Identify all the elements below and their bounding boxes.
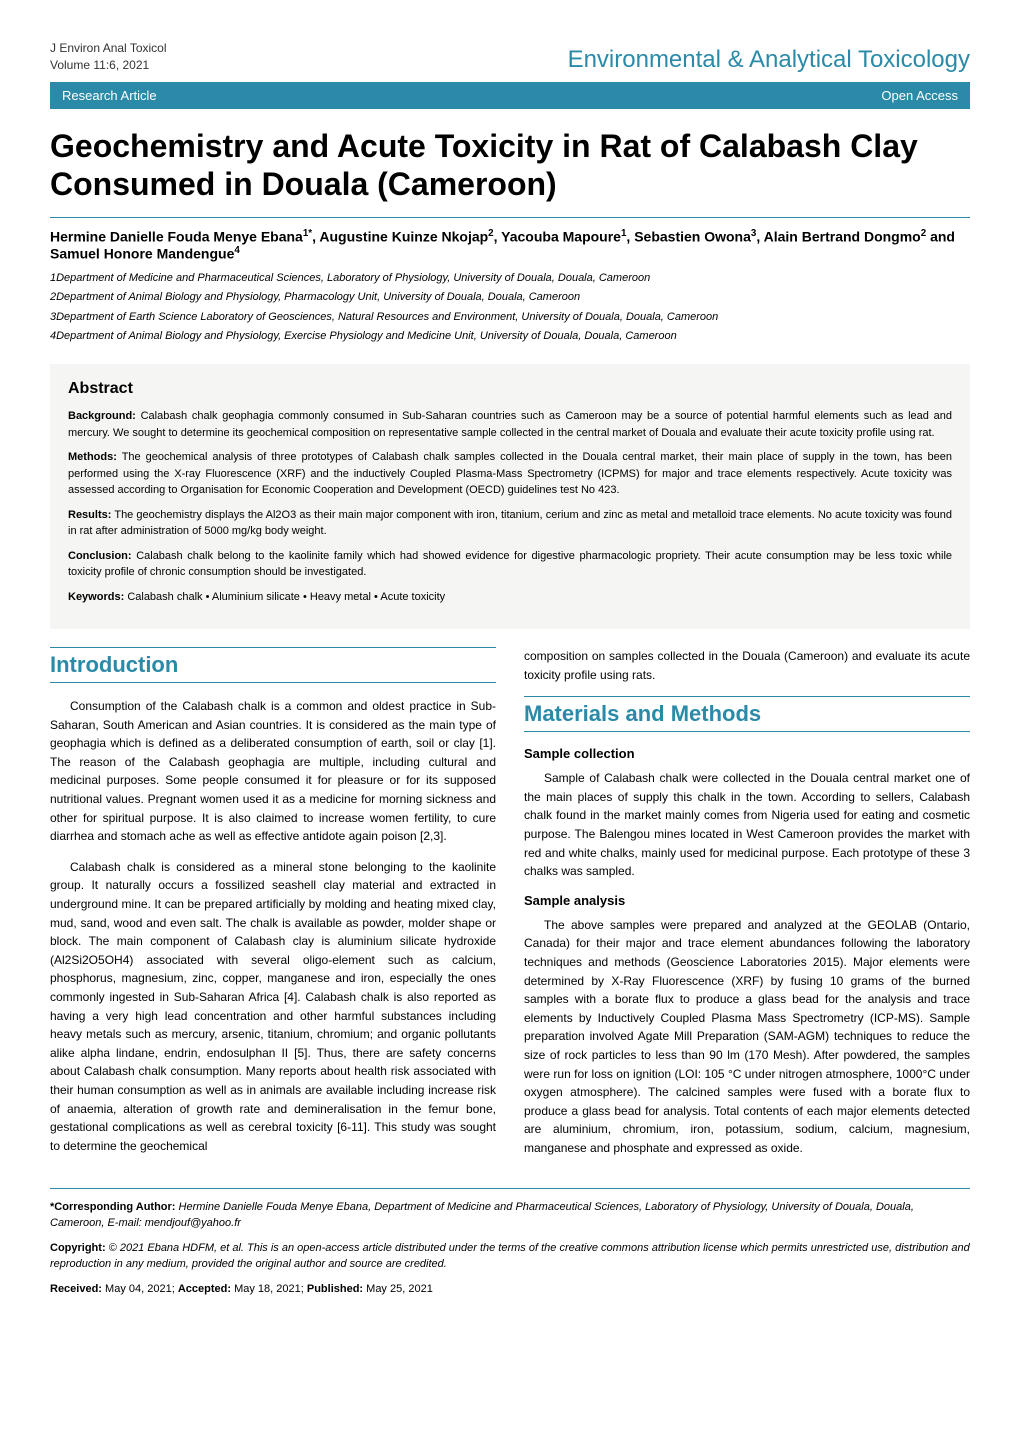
abstract-heading: Abstract [68,380,952,398]
received-date: May 04, 2021; [105,1283,175,1295]
accepted-date: May 18, 2021; [234,1283,304,1295]
background-text: Calabash chalk geophagia commonly consum… [68,410,952,439]
article-type-banner: Research Article Open Access [50,82,970,109]
corresponding-text: Hermine Danielle Fouda Menye Ebana, Depa… [50,1201,914,1230]
methods-label: Methods: [68,451,117,463]
right-column: composition on samples collected in the … [524,647,970,1169]
affiliation-3: 3Department of Earth Science Laboratory … [50,309,970,327]
intro-paragraph-2-cont: composition on samples collected in the … [524,647,970,684]
journal-full-title: Environmental & Analytical Toxicology [568,46,970,74]
keywords-text: Calabash chalk • Aluminium silicate • He… [127,591,445,603]
keywords-line: Keywords: Calabash chalk • Aluminium sil… [68,589,952,606]
background-label: Background: [68,410,136,422]
article-title: Geochemistry and Acute Toxicity in Rat o… [50,127,970,204]
sample-collection-heading: Sample collection [524,746,970,761]
article-type: Research Article [62,88,157,103]
abstract-results: Results: The geochemistry displays the A… [68,507,952,540]
footer-block: *Corresponding Author: Hermine Danielle … [50,1188,970,1298]
volume-line: Volume 11:6, 2021 [50,57,167,74]
affiliation-2: 2Department of Animal Biology and Physio… [50,289,970,307]
abstract-background: Background: Calabash chalk geophagia com… [68,408,952,441]
sample-analysis-heading: Sample analysis [524,893,970,908]
methods-text: The geochemical analysis of three protot… [68,451,952,496]
intro-paragraph-1: Consumption of the Calabash chalk is a c… [50,697,496,846]
affiliation-4: 4Department of Animal Biology and Physio… [50,328,970,346]
results-label: Results: [68,509,111,521]
published-label: Published: [307,1283,363,1295]
abstract-conclusion: Conclusion: Calabash chalk belong to the… [68,548,952,581]
keywords-label: Keywords: [68,591,124,603]
abstract-methods: Methods: The geochemical analysis of thr… [68,449,952,499]
received-label: Received: [50,1283,102,1295]
title-rule [50,217,970,218]
journal-left: J Environ Anal Toxicol Volume 11:6, 2021 [50,40,167,74]
affiliation-1: 1Department of Medicine and Pharmaceutic… [50,270,970,288]
header-row: J Environ Anal Toxicol Volume 11:6, 2021… [50,40,970,74]
affiliations: 1Department of Medicine and Pharmaceutic… [50,270,970,346]
body-columns: Introduction Consumption of the Calabash… [50,647,970,1169]
introduction-heading: Introduction [50,647,496,683]
copyright-text: © 2021 Ebana HDFM, et al. This is an ope… [50,1242,970,1271]
open-access-badge: Open Access [881,88,958,103]
published-date: May 25, 2021 [366,1283,433,1295]
accepted-label: Accepted: [178,1283,231,1295]
dates-line: Received: May 04, 2021; Accepted: May 18… [50,1281,970,1298]
results-text: The geochemistry displays the Al2O3 as t… [68,509,952,538]
copyright-line: Copyright: © 2021 Ebana HDFM, et al. Thi… [50,1240,970,1273]
journal-abbrev: J Environ Anal Toxicol [50,40,167,57]
intro-paragraph-2: Calabash chalk is considered as a minera… [50,858,496,1156]
copyright-label: Copyright: [50,1242,106,1254]
corresponding-author: *Corresponding Author: Hermine Danielle … [50,1199,970,1232]
sample-collection-paragraph: Sample of Calabash chalk were collected … [524,769,970,881]
corresponding-label: *Corresponding Author: [50,1201,175,1213]
materials-methods-heading: Materials and Methods [524,696,970,732]
conclusion-label: Conclusion: [68,550,132,562]
authors: Hermine Danielle Fouda Menye Ebana1*, Au… [50,228,970,261]
abstract-block: Abstract Background: Calabash chalk geop… [50,364,970,629]
sample-analysis-paragraph: The above samples were prepared and anal… [524,916,970,1158]
conclusion-text: Calabash chalk belong to the kaolinite f… [68,550,952,579]
left-column: Introduction Consumption of the Calabash… [50,647,496,1169]
